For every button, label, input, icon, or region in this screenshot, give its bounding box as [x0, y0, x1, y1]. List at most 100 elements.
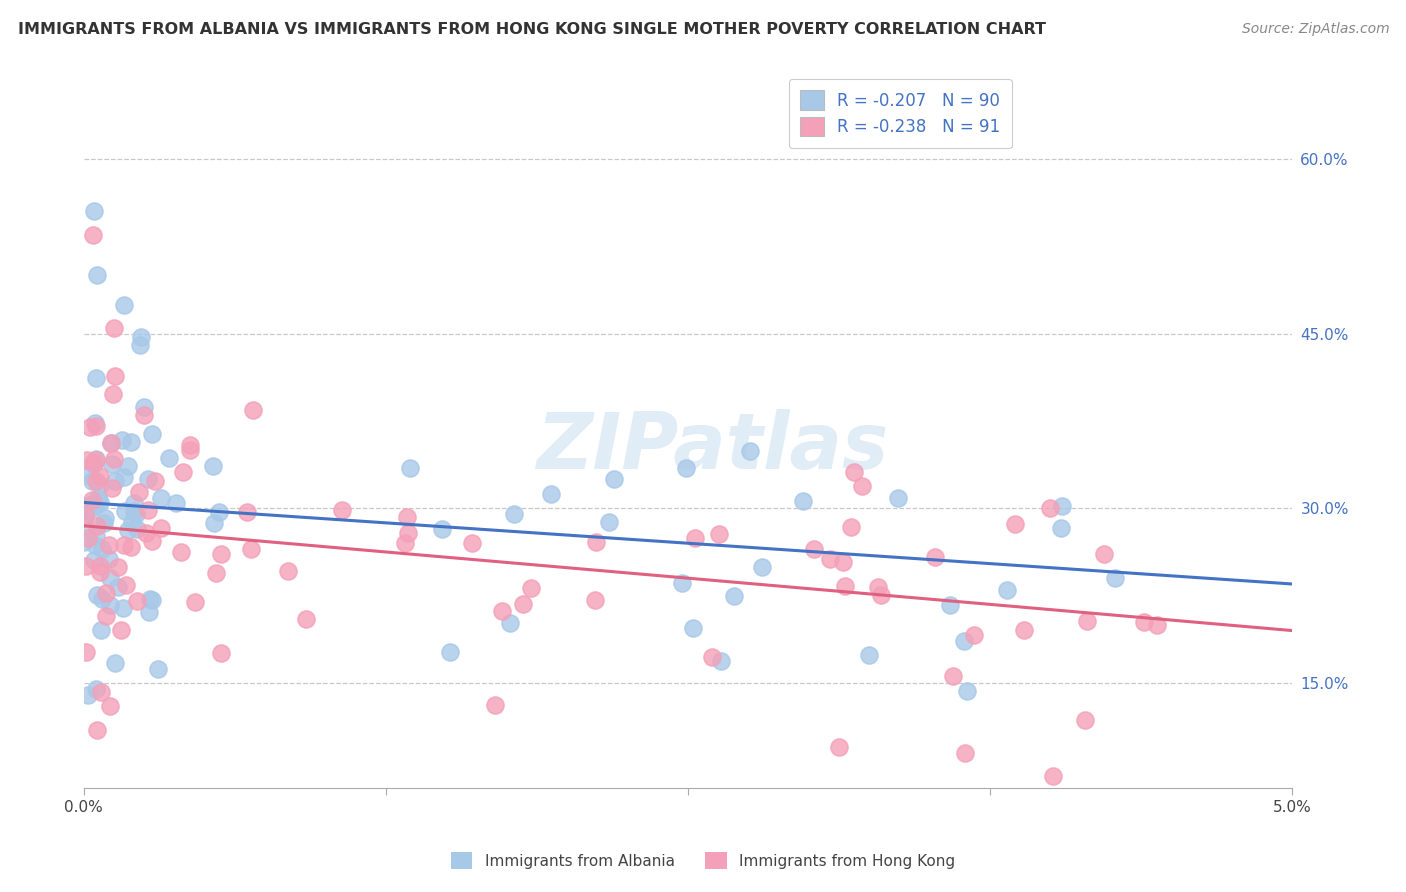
Point — [184, 595, 207, 609]
Point — [89, 565, 111, 579]
Point — [956, 684, 979, 698]
Point — [461, 536, 484, 550]
Point — [134, 401, 156, 415]
Point — [120, 540, 142, 554]
Point — [1104, 571, 1126, 585]
Point — [76, 452, 98, 467]
Point — [121, 516, 143, 530]
Point — [818, 552, 841, 566]
Point — [84, 452, 107, 467]
Point — [179, 438, 201, 452]
Point — [94, 510, 117, 524]
Point — [98, 598, 121, 612]
Point — [111, 433, 134, 447]
Point — [208, 505, 231, 519]
Point — [91, 542, 114, 557]
Point — [110, 624, 132, 638]
Point — [76, 504, 98, 518]
Point — [129, 330, 152, 344]
Point — [995, 582, 1018, 597]
Point — [82, 456, 104, 470]
Point — [135, 525, 157, 540]
Point — [710, 654, 733, 668]
Point — [1012, 623, 1035, 637]
Point — [89, 559, 111, 574]
Point — [396, 509, 419, 524]
Point — [86, 268, 108, 283]
Point — [1039, 501, 1062, 516]
Point — [583, 593, 606, 607]
Point — [84, 419, 107, 434]
Point — [963, 628, 986, 642]
Point — [953, 634, 976, 648]
Point — [86, 589, 108, 603]
Point — [205, 566, 228, 581]
Point — [76, 500, 98, 514]
Point — [396, 526, 419, 541]
Point — [858, 648, 880, 662]
Point — [165, 496, 187, 510]
Point — [91, 592, 114, 607]
Point — [540, 487, 562, 501]
Point — [844, 465, 866, 479]
Point — [111, 600, 134, 615]
Point — [94, 609, 117, 624]
Point — [866, 580, 889, 594]
Point — [128, 485, 150, 500]
Point — [100, 435, 122, 450]
Point — [738, 444, 761, 458]
Point — [240, 542, 263, 557]
Point — [89, 478, 111, 492]
Point — [107, 580, 129, 594]
Point — [141, 593, 163, 607]
Point — [839, 520, 862, 534]
Point — [202, 516, 225, 531]
Point — [79, 419, 101, 434]
Point — [585, 535, 607, 549]
Point — [150, 491, 173, 505]
Point — [394, 536, 416, 550]
Point — [172, 465, 194, 479]
Point — [146, 662, 169, 676]
Point — [114, 297, 136, 311]
Point — [125, 523, 148, 537]
Point — [77, 531, 100, 545]
Point — [84, 539, 107, 553]
Point — [97, 552, 120, 566]
Point — [671, 575, 693, 590]
Point — [101, 458, 124, 472]
Point — [1049, 521, 1071, 535]
Point — [93, 516, 115, 530]
Point — [792, 493, 814, 508]
Point — [887, 491, 910, 506]
Point — [675, 460, 697, 475]
Point — [157, 451, 180, 466]
Point — [75, 508, 97, 522]
Point — [723, 589, 745, 603]
Point — [125, 507, 148, 521]
Point — [103, 320, 125, 334]
Point — [520, 581, 543, 595]
Point — [75, 645, 97, 659]
Point — [603, 472, 626, 486]
Point — [209, 547, 232, 561]
Point — [89, 495, 111, 509]
Point — [209, 646, 232, 660]
Point — [86, 518, 108, 533]
Point — [1074, 713, 1097, 727]
Point — [129, 338, 152, 352]
Legend: Immigrants from Albania, Immigrants from Hong Kong: Immigrants from Albania, Immigrants from… — [444, 846, 962, 875]
Point — [122, 495, 145, 509]
Point — [122, 504, 145, 518]
Point — [139, 591, 162, 606]
Point — [953, 746, 976, 760]
Text: ZIPatlas: ZIPatlas — [536, 409, 889, 485]
Point — [86, 529, 108, 543]
Point — [1146, 618, 1168, 632]
Point — [84, 681, 107, 696]
Point — [104, 474, 127, 488]
Point — [114, 504, 136, 518]
Point — [98, 571, 121, 585]
Point — [1042, 769, 1064, 783]
Point — [430, 522, 453, 536]
